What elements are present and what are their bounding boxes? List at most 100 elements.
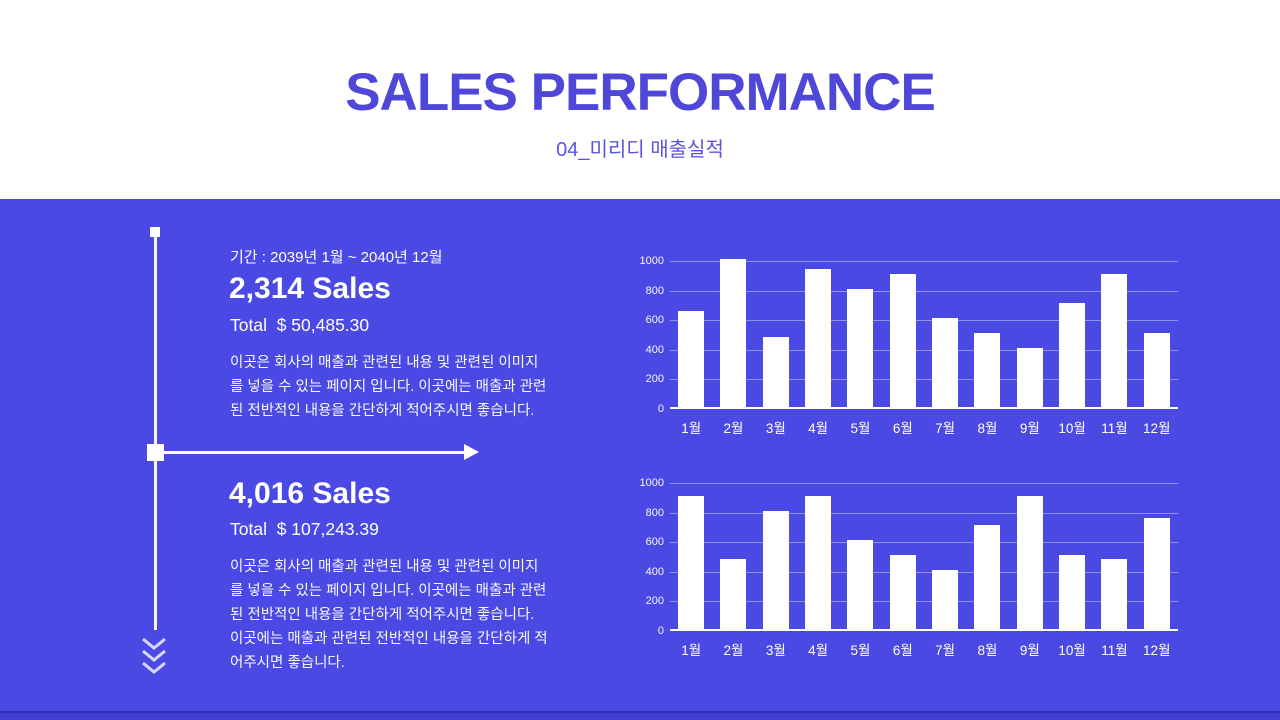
- bar-slot: [755, 483, 797, 629]
- timeline-arrow-line: [164, 451, 464, 454]
- x-axis-label: 3월: [765, 643, 786, 658]
- bar-slot: [966, 483, 1008, 629]
- bar: [1101, 273, 1128, 407]
- sales-count-2: 4,016 Sales: [229, 477, 391, 510]
- bar-slot: [1051, 261, 1093, 407]
- sales-description-2: 이곳은 회사의 매출과 관련된 내용 및 관련된 이미지 를 넣을 수 있는 페…: [230, 559, 548, 671]
- y-axis-tick-label: 400: [645, 343, 664, 356]
- bar-slot: [755, 261, 797, 407]
- x-axis-label: 6월: [892, 643, 913, 658]
- gridline: [670, 290, 1178, 292]
- footer-strip: [0, 711, 1280, 720]
- y-axis-tick-label: 800: [645, 284, 664, 297]
- y-axis: 0 200 400 600 800 1000: [640, 253, 666, 423]
- x-axis-label: 6월: [892, 421, 913, 436]
- x-axis-label: 8월: [977, 643, 998, 658]
- gridline: [670, 512, 1178, 514]
- bar-slot: [1093, 261, 1135, 407]
- gridline: [670, 483, 1178, 484]
- slide-header: SALES PERFORMANCE 04_미리디 매출실적: [0, 0, 1280, 199]
- y-axis-tick-label: 1000: [639, 255, 664, 267]
- plot-area: [670, 259, 1178, 409]
- y-axis-tick-label: 200: [645, 595, 664, 608]
- bar: [889, 555, 916, 629]
- monthly-sales-bar-chart-1: 0 200 400 600 800 1000 1월 2월 3월 4월 5월 6월 7월 8월 9월 10월 1…: [640, 253, 1185, 438]
- x-axis-label: 9월: [1019, 421, 1040, 436]
- bar: [678, 310, 705, 407]
- bar-slot: [712, 483, 754, 629]
- x-axis: 1월 2월 3월 4월 5월 6월 7월 8월 9월 10월 11월 12월: [670, 639, 1178, 659]
- x-axis-label: 4월: [808, 643, 829, 658]
- bar: [932, 318, 959, 407]
- x-axis-label: 7월: [935, 643, 956, 658]
- chevron-down-icon: [141, 637, 167, 684]
- period-label: 기간 : 2039년 1월 ~ 2040년 12월: [230, 249, 443, 266]
- bar-slot: [1009, 261, 1051, 407]
- sales-description-1: 이곳은 회사의 매출과 관련된 내용 및 관련된 이미지 를 넣을 수 있는 페…: [230, 355, 547, 419]
- x-axis-label: 2월: [723, 643, 744, 658]
- gridline: [670, 379, 1178, 381]
- x-axis-label: 9월: [1019, 643, 1040, 658]
- arrow-right-icon: [464, 444, 479, 460]
- x-axis-label: 12월: [1143, 643, 1171, 658]
- sales-count-1: 2,314 Sales: [229, 272, 391, 305]
- gridline: [670, 320, 1178, 322]
- gridline: [670, 261, 1178, 262]
- x-axis-label: 3월: [765, 421, 786, 436]
- bar-slot: [924, 261, 966, 407]
- timeline-node-square: [147, 444, 164, 461]
- y-axis-tick-label: 400: [645, 565, 664, 578]
- bar: [805, 269, 832, 407]
- x-axis-label: 1월: [681, 643, 702, 658]
- bar: [1143, 518, 1170, 629]
- bar-slot: [1051, 483, 1093, 629]
- page-subtitle: 04_미리디 매출실적: [556, 139, 724, 161]
- bar-slot: [839, 483, 881, 629]
- bar: [762, 337, 789, 407]
- bar-slot: [882, 483, 924, 629]
- x-axis-label: 11월: [1101, 421, 1128, 436]
- bar: [847, 540, 874, 629]
- y-axis-tick-label: 600: [645, 536, 664, 549]
- y-axis-tick-label: 600: [645, 314, 664, 327]
- x-axis-label: 12월: [1143, 421, 1171, 436]
- bar: [1059, 303, 1086, 407]
- x-axis-label: 4월: [808, 421, 829, 436]
- bar: [1143, 333, 1170, 407]
- bar-slot: [712, 259, 754, 407]
- x-axis-label: 11월: [1101, 643, 1128, 658]
- sales-total-2: Total $ 107,243.39: [230, 519, 379, 539]
- gridline: [670, 349, 1178, 351]
- x-axis-label: 2월: [723, 421, 744, 436]
- y-axis-tick-label: 1000: [639, 477, 664, 489]
- bar: [805, 495, 832, 629]
- gridline: [670, 601, 1178, 603]
- x-axis-label: 1월: [681, 421, 702, 436]
- gridline: [670, 542, 1178, 544]
- y-axis: 0 200 400 600 800 1000: [640, 475, 666, 645]
- x-axis: 1월 2월 3월 4월 5월 6월 7월 8월 9월 10월 11월 12월: [670, 417, 1178, 437]
- bar-slot: [966, 261, 1008, 407]
- x-axis-label: 5월: [850, 643, 871, 658]
- plot-area: [670, 483, 1178, 631]
- monthly-sales-bar-chart-2: 0 200 400 600 800 1000 1월 2월 3월 4월 5월 6월 7월 8월 9월 10월 1…: [640, 475, 1185, 660]
- bar: [847, 288, 874, 407]
- page-title: SALES PERFORMANCE: [345, 63, 936, 122]
- bar: [974, 525, 1001, 629]
- bar-slot: [1136, 483, 1178, 629]
- bar-slot: [1136, 261, 1178, 407]
- bar-slot: [670, 261, 712, 407]
- y-axis-tick-label: 200: [645, 373, 664, 386]
- bar-slot: [797, 483, 839, 629]
- bar: [762, 510, 789, 629]
- timeline-vertical-line: [154, 236, 157, 630]
- bar: [1059, 555, 1086, 629]
- bar: [1016, 495, 1043, 629]
- sales-total-1: Total $ 50,485.30: [230, 315, 370, 335]
- bar: [1101, 559, 1128, 629]
- bar: [889, 273, 916, 407]
- bar: [974, 333, 1001, 407]
- bar-slot: [839, 261, 881, 407]
- bar-slot: [882, 261, 924, 407]
- x-axis-label: 8월: [977, 421, 998, 436]
